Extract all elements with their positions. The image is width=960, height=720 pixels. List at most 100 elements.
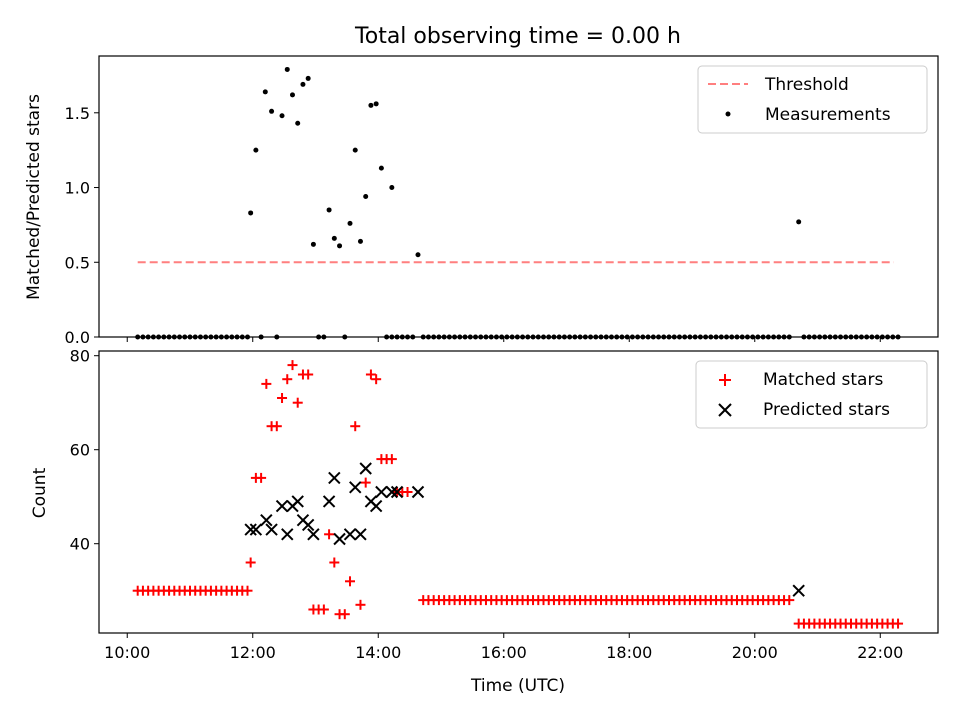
measurement-point <box>305 75 311 81</box>
measurement-point <box>253 147 259 153</box>
measurement-point <box>368 102 374 108</box>
predicted-star-point <box>390 485 404 499</box>
predicted-star-point <box>349 481 362 494</box>
bottom-ytick-label: 80 <box>70 347 90 366</box>
matched-star-point <box>365 369 376 380</box>
bottom-ylabel: Count <box>30 467 50 518</box>
top-axes-frame <box>98 55 939 338</box>
measurement-point <box>310 241 316 247</box>
matched-star-point <box>371 374 382 385</box>
predicted-star-point <box>359 462 372 475</box>
legend-threshold-label: Threshold <box>764 75 849 95</box>
measurement-point <box>373 101 379 107</box>
measurement-point <box>326 207 332 213</box>
top-legend: Threshold Measurements <box>697 65 928 134</box>
matched-star-point <box>242 585 253 596</box>
bottom-xtick-label: 12:00 <box>230 643 276 662</box>
top-yticks: 0.0 0.5 1.0 1.5 <box>65 104 99 347</box>
predicted-star-point <box>333 532 346 546</box>
top-ytick-label: 0.0 <box>65 328 90 347</box>
matched-star-point <box>355 599 366 610</box>
legend-matched-marker <box>719 374 731 386</box>
matched-star-point <box>793 618 804 629</box>
matched-star-point <box>245 557 256 568</box>
measurement-point <box>796 219 802 225</box>
measurement-point <box>331 235 337 241</box>
matched-star-point <box>329 557 340 568</box>
matched-star-point <box>277 393 288 403</box>
predicted-star-point <box>307 528 320 541</box>
predicted-star-point <box>260 513 273 527</box>
legend-measurements-marker <box>725 111 731 117</box>
bottom-xtick-label: 20:00 <box>732 643 778 662</box>
measurement-point <box>300 81 306 87</box>
measurement-point <box>262 89 268 95</box>
predicted-star-point <box>411 485 425 499</box>
predicted-star-point <box>249 523 263 536</box>
measurement-point <box>415 252 421 258</box>
matched-star-point <box>360 477 371 488</box>
matched-star-point <box>282 374 293 385</box>
measurement-point <box>248 210 254 216</box>
measurement-point <box>363 194 369 199</box>
matched-star-point <box>345 576 356 587</box>
matched-star-point <box>271 421 282 432</box>
predicted-star-point <box>343 528 357 541</box>
predicted-star-point <box>322 495 336 508</box>
bottom-legend-box <box>695 360 928 429</box>
bottom-xlabel: Time (UTC) <box>470 676 565 696</box>
matched-star-point <box>324 529 335 540</box>
predicted-star-point <box>281 528 294 541</box>
matched-star-point <box>386 454 397 465</box>
matched-star-point <box>318 604 329 615</box>
top-ytick-label: 1.0 <box>65 179 90 198</box>
top-legend-box <box>697 65 928 134</box>
predicted-star-point <box>792 584 805 597</box>
measurement-point <box>269 108 275 114</box>
bottom-ytick-label: 40 <box>70 535 90 554</box>
measurement-point <box>347 220 353 226</box>
matched-star-point <box>784 595 795 606</box>
bottom-xtick-label: 16:00 <box>481 643 527 662</box>
legend-matched-label: Matched stars <box>763 370 883 390</box>
legend-predicted-marker <box>718 403 732 417</box>
measurement-point <box>279 113 285 119</box>
bottom-axes: 40 60 80 10:00 12:00 14:00 16:00 18:00 20:00 22:… <box>30 347 939 696</box>
predicted-star-point <box>354 528 367 541</box>
bottom-xtick-label: 18:00 <box>606 643 652 662</box>
bottom-xtick-label: 10:00 <box>104 643 150 662</box>
bottom-legend: Matched stars Predicted stars <box>695 360 928 429</box>
bottom-xtick-label: 14:00 <box>355 643 401 662</box>
bottom-xtick-label: 22:00 <box>857 643 903 662</box>
top-ytick-label: 1.5 <box>65 104 90 123</box>
bottom-yticks: 40 60 80 <box>70 347 99 554</box>
chart-title: Total observing time = 0.00 h <box>354 24 681 49</box>
matched-star-point <box>292 397 303 408</box>
measurement-point <box>357 238 363 244</box>
top-ytick-label: 0.5 <box>65 253 90 272</box>
measurement-point <box>284 66 290 72</box>
matched-star-point <box>893 618 904 629</box>
bottom-axes-frame <box>98 350 939 634</box>
legend-measurements-label: Measurements <box>765 105 891 125</box>
predicted-star-point <box>291 495 304 508</box>
matched-star-point <box>402 487 413 497</box>
predicted-star-point <box>265 523 278 536</box>
matched-star-point <box>339 609 350 620</box>
predicted-star-point <box>275 499 289 513</box>
bottom-ytick-label: 60 <box>70 441 90 460</box>
top-xticks <box>126 337 881 342</box>
predicted-star-point <box>385 485 399 499</box>
bottom-xticks: 10:00 12:00 14:00 16:00 18:00 20:00 22:00 <box>104 633 903 662</box>
legend-predicted-label: Predicted stars <box>763 400 890 420</box>
top-axes: 0.0 0.5 1.0 1.5 Matched/Predicted stars Thr… <box>24 55 939 347</box>
predicted-star-point <box>328 471 341 485</box>
matched-star-point <box>350 421 361 432</box>
measurement-point <box>352 147 358 153</box>
measurement-point <box>378 165 384 171</box>
predicted-star-point <box>375 485 388 499</box>
top-ylabel: Matched/Predicted stars <box>24 94 44 300</box>
matched-star-point <box>287 360 298 371</box>
matched-star-point <box>256 472 267 483</box>
